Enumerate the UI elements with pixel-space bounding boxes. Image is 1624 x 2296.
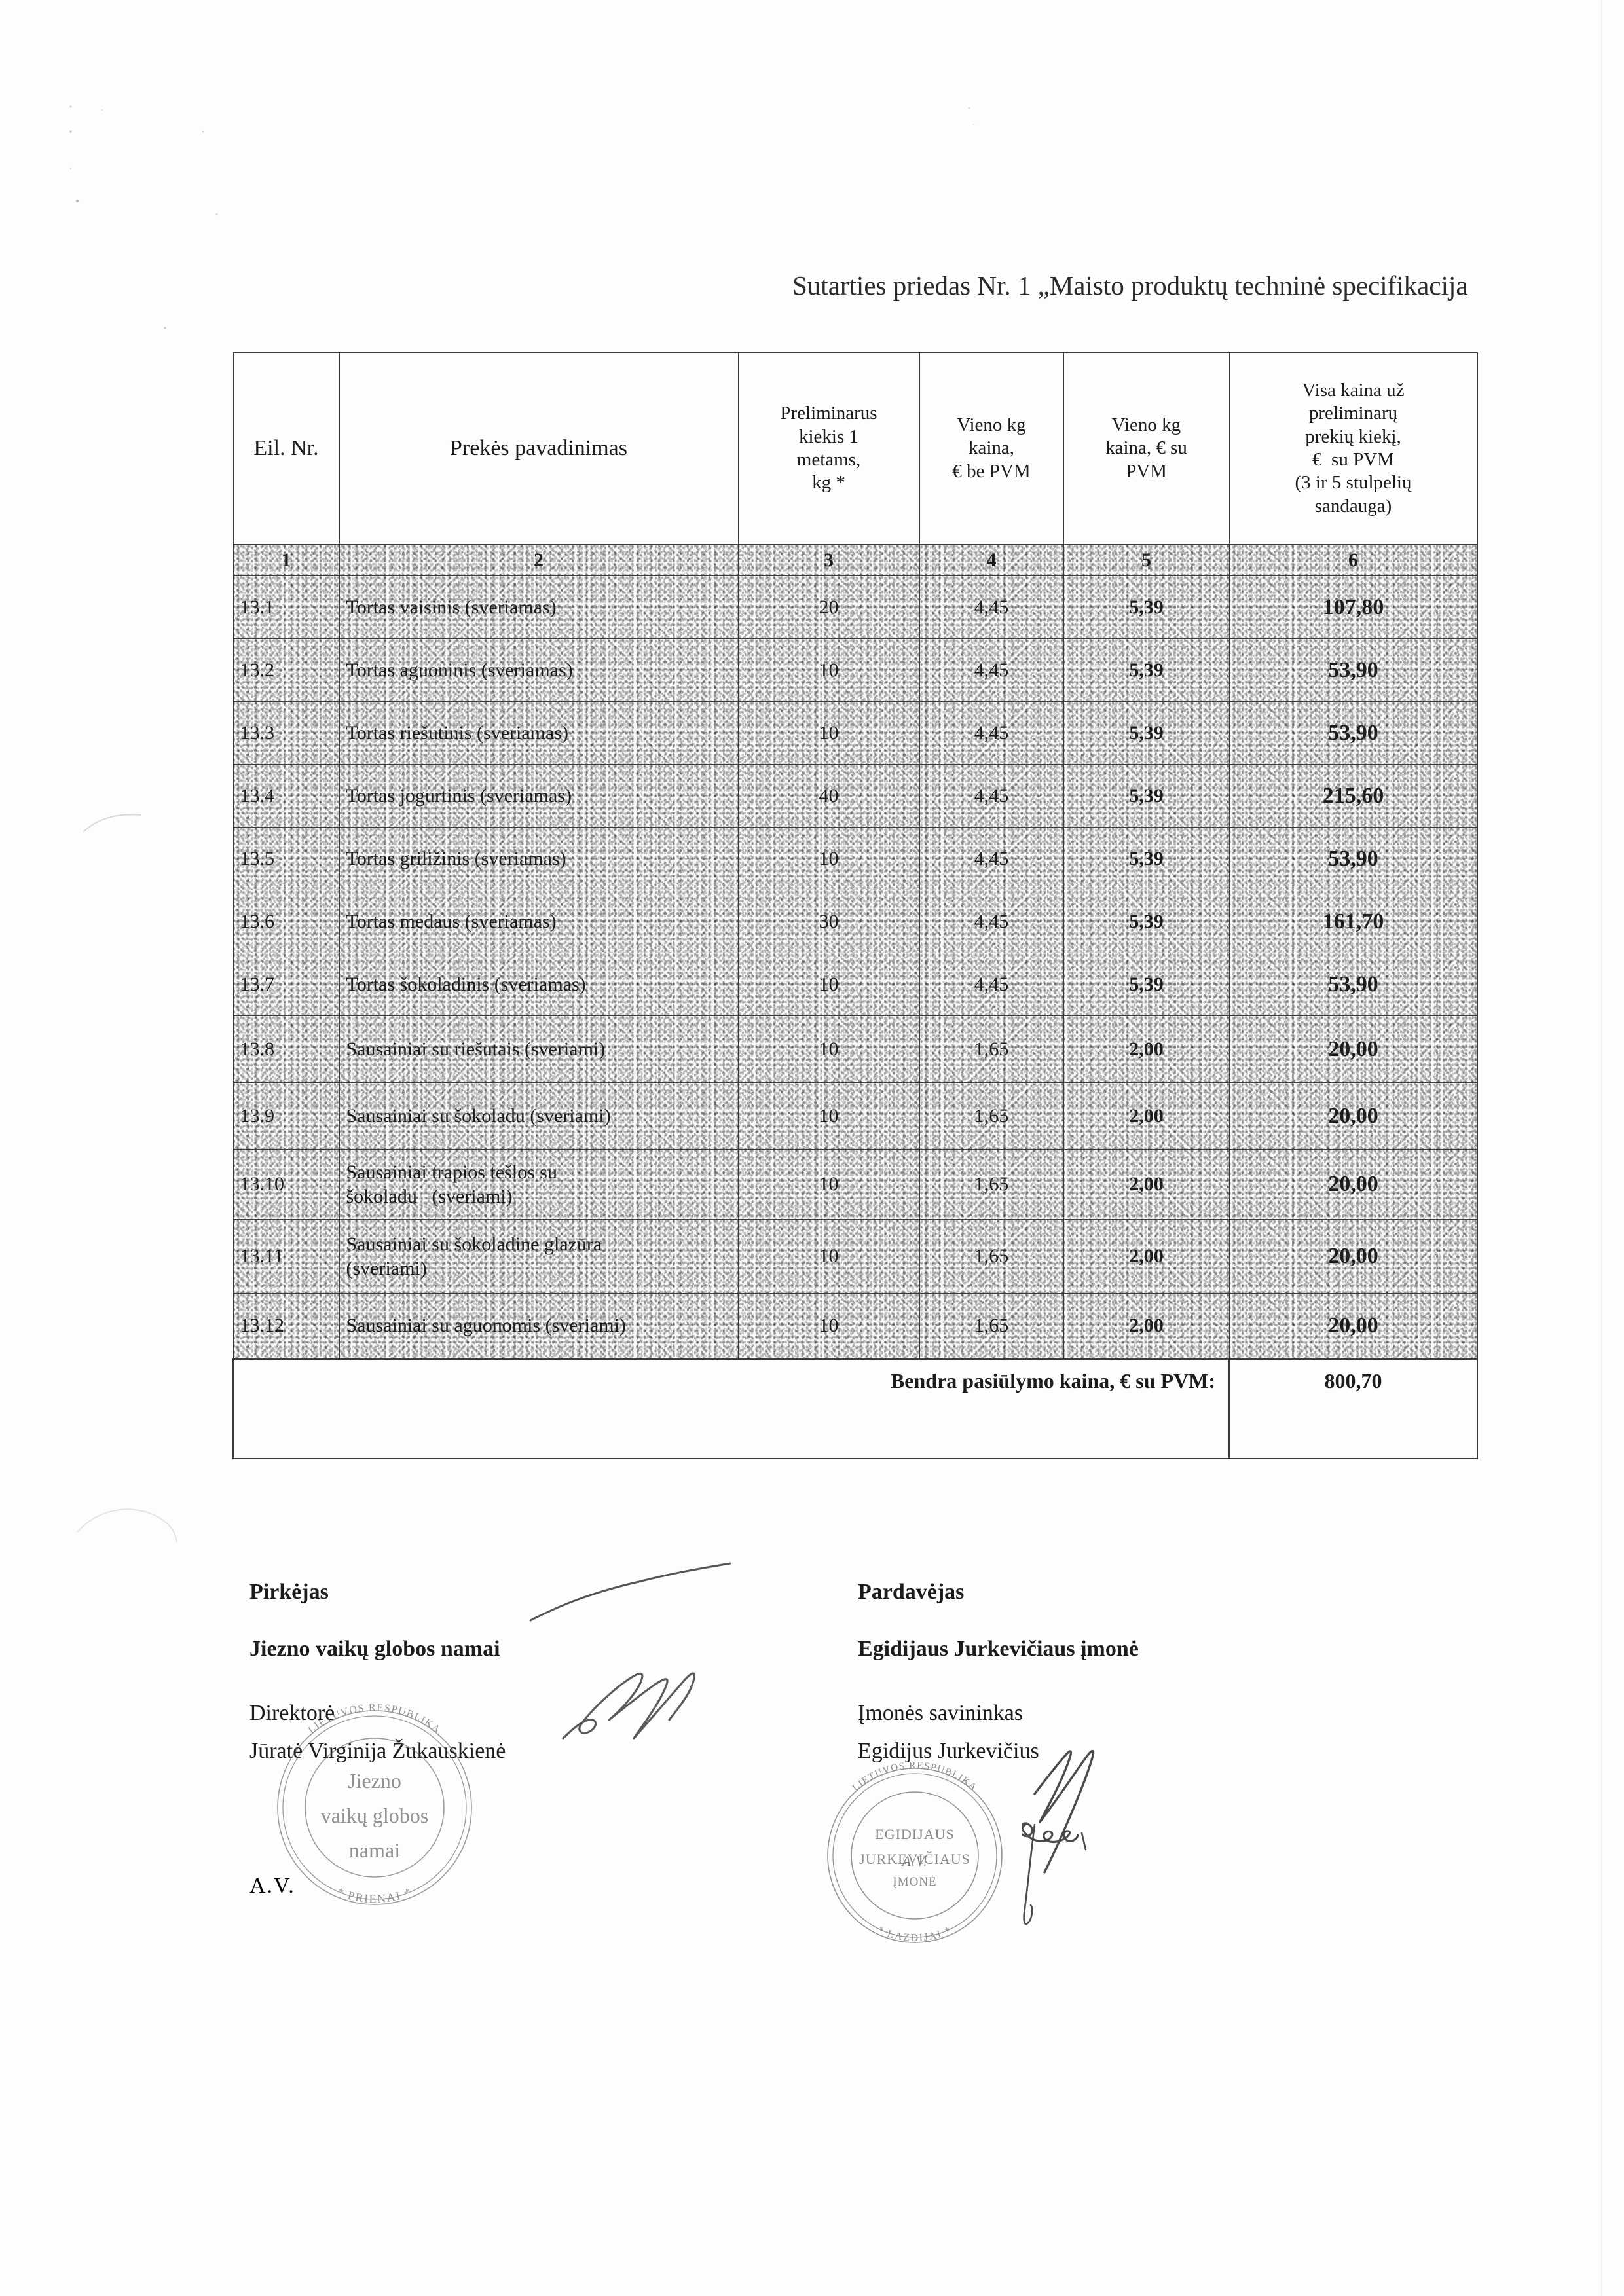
svg-text:LIETUVOS RESPUBLIKA: LIETUVOS RESPUBLIKA bbox=[306, 1703, 443, 1736]
svg-text:namai: namai bbox=[349, 1838, 400, 1862]
svg-text:* LAZDIJAI *: * LAZDIJAI * bbox=[876, 1925, 954, 1944]
svg-text:vaikų globos: vaikų globos bbox=[321, 1804, 428, 1827]
svg-text:* PRIENAI *: * PRIENAI * bbox=[335, 1885, 414, 1905]
svg-text:LIETUVOS RESPUBLIKA: LIETUVOS RESPUBLIKA bbox=[851, 1760, 979, 1793]
svg-text:ĮMONĖ: ĮMONĖ bbox=[893, 1875, 936, 1889]
svg-text:EGIDIJAUS: EGIDIJAUS bbox=[875, 1826, 954, 1842]
svg-text:Jiezno: Jiezno bbox=[348, 1769, 401, 1793]
svg-text:A.V.: A.V. bbox=[900, 1853, 927, 1869]
